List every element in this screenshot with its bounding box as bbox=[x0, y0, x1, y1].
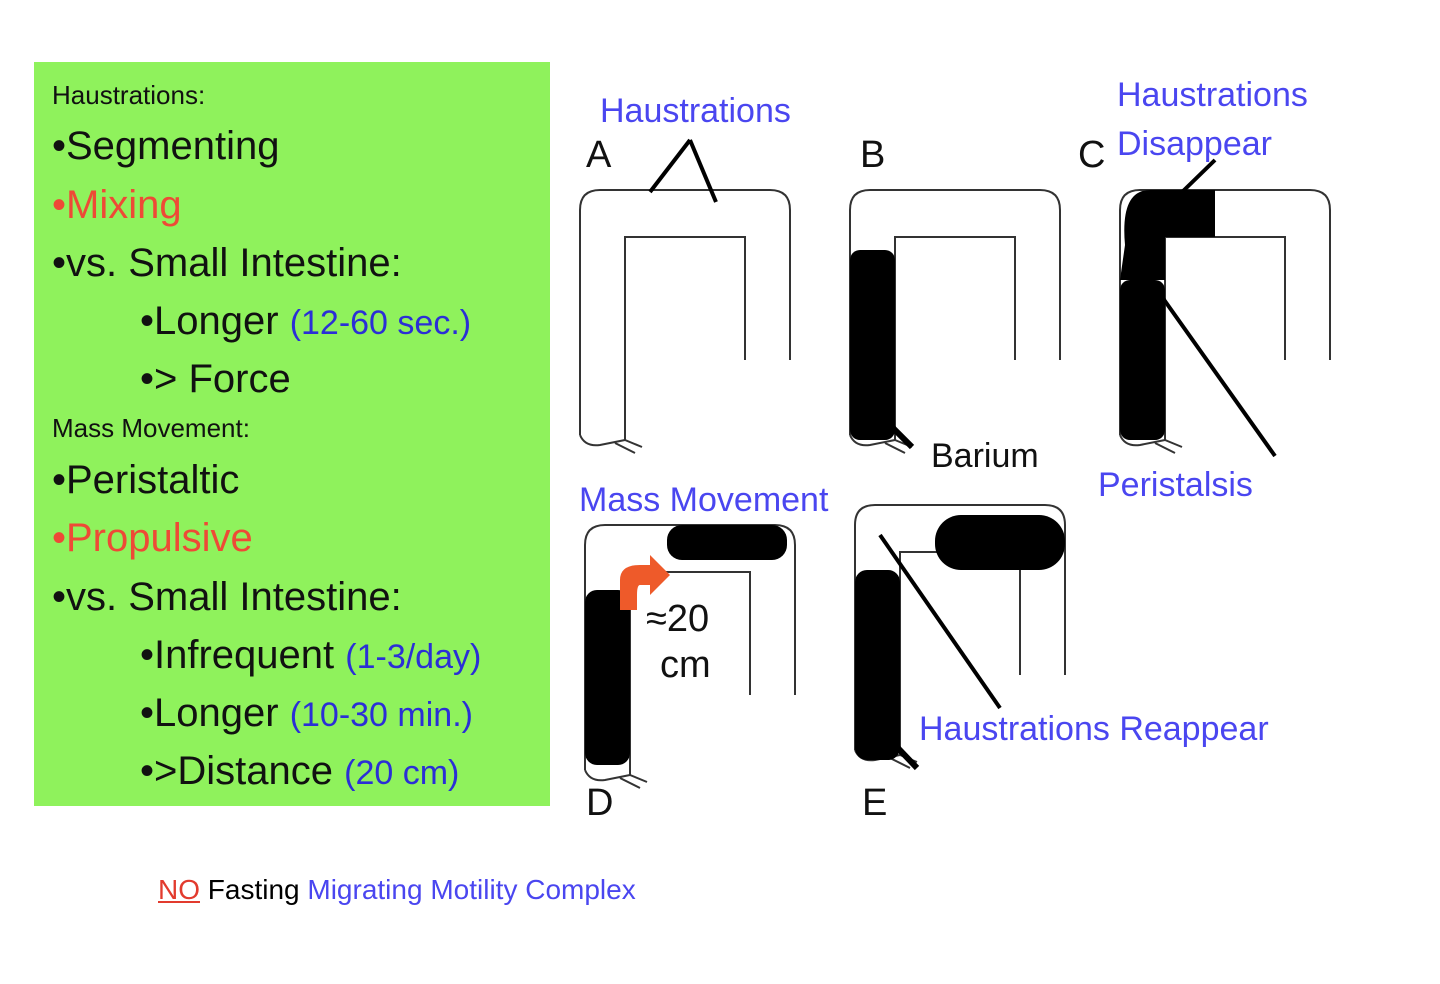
item-force: •> Force bbox=[140, 357, 291, 401]
barium-fill bbox=[585, 590, 630, 765]
item-note: (20 cm) bbox=[344, 754, 460, 792]
barium-fill bbox=[850, 250, 895, 440]
label-distance-1: ≈20 bbox=[646, 598, 710, 640]
label-haustrations-disappear-1: Haustrations bbox=[1117, 76, 1308, 114]
barium-fill bbox=[1120, 280, 1165, 440]
item-distance: •>Distance (20 cm) bbox=[140, 749, 459, 794]
panel-letter-b: B bbox=[860, 134, 886, 176]
label-peristalsis: Peristalsis bbox=[1098, 466, 1253, 504]
colon-d bbox=[584, 524, 796, 789]
barium-fill bbox=[855, 570, 900, 760]
mass-movement-heading: Mass Movement: bbox=[52, 413, 250, 443]
colon-e bbox=[854, 504, 1066, 771]
panel-letter-e: E bbox=[862, 782, 888, 824]
label-haustrations-reappear: Haustrations Reappear bbox=[919, 710, 1269, 748]
label-distance-2: cm bbox=[660, 644, 711, 686]
item-longer: •Longer (12-60 sec.) bbox=[140, 299, 471, 344]
footer-note: NO Fasting Migrating Motility Complex bbox=[158, 874, 636, 906]
barium-fill-top bbox=[1120, 190, 1215, 280]
item-text: •Infrequent bbox=[140, 633, 335, 677]
footer-mmc: Migrating Motility Complex bbox=[307, 874, 636, 905]
footer-fasting: Fasting bbox=[207, 874, 300, 905]
item-segmenting: •Segmenting bbox=[52, 124, 280, 168]
footer-no: NO bbox=[158, 874, 200, 905]
item-text: •Longer bbox=[140, 299, 279, 343]
item-infrequent: •Infrequent (1-3/day) bbox=[140, 633, 481, 678]
item-note: (10-30 min.) bbox=[289, 696, 473, 734]
item-longer-2: •Longer (10-30 min.) bbox=[140, 691, 473, 736]
pointer-lines bbox=[648, 138, 1277, 710]
panel-letter-d: D bbox=[586, 782, 614, 824]
panel-letter-a: A bbox=[586, 134, 612, 176]
item-vs-small-intestine: •vs. Small Intestine: bbox=[52, 241, 402, 285]
haustrations-heading: Haustrations: bbox=[52, 80, 206, 110]
barium-fill-top bbox=[667, 525, 787, 560]
item-mixing: •Mixing bbox=[52, 183, 182, 227]
item-vs-small-intestine-2: •vs. Small Intestine: bbox=[52, 575, 402, 619]
item-note: (1-3/day) bbox=[345, 638, 482, 676]
label-haustrations-disappear-2: Disappear bbox=[1117, 125, 1272, 163]
label-barium: Barium bbox=[931, 437, 1039, 475]
barium-fill-top bbox=[935, 515, 1065, 570]
label-haustrations: Haustrations bbox=[600, 92, 791, 130]
panel-letter-c: C bbox=[1078, 134, 1106, 176]
item-note: (12-60 sec.) bbox=[289, 304, 472, 342]
label-mass-movement: Mass Movement bbox=[579, 481, 829, 519]
colon-a bbox=[579, 189, 791, 454]
item-peristaltic: •Peristaltic bbox=[52, 458, 240, 502]
item-text: •Longer bbox=[140, 691, 279, 735]
colon-c bbox=[1119, 189, 1331, 454]
colon-b bbox=[849, 189, 1061, 454]
summary-panel bbox=[34, 62, 550, 806]
item-text: •>Distance bbox=[140, 749, 333, 793]
arrow-icon bbox=[620, 555, 670, 610]
item-propulsive: •Propulsive bbox=[52, 516, 253, 560]
